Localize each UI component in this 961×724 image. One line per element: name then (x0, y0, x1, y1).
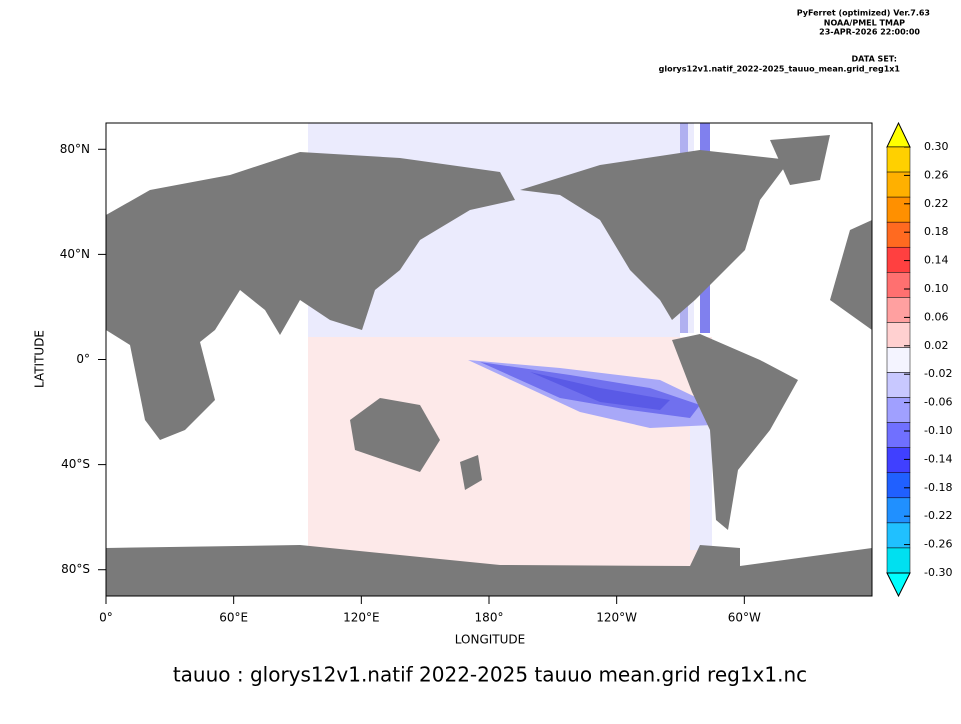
colorbar-label: 0.26 (924, 168, 949, 181)
colorbar-label: -0.14 (924, 452, 952, 465)
colorbar-label: 0.14 (924, 254, 949, 267)
y-tick-label: 80°S (61, 562, 90, 576)
colorbar-label: -0.30 (924, 566, 952, 579)
colorbar-bin (886, 146, 911, 173)
colorbar-label: 0.10 (924, 282, 949, 295)
colorbar-bin (886, 547, 911, 574)
colorbar-bin (886, 246, 911, 273)
colorbar-label: 0.30 (924, 140, 949, 153)
map-title: tauuo : glorys12v1.natif 2022-2025 tauuo… (173, 663, 807, 687)
colorbar-bin (886, 322, 911, 348)
colorbar-label: 0.02 (924, 339, 949, 352)
x-tick-label: 180° (475, 611, 504, 625)
colorbar-bin (886, 221, 911, 248)
colorbar-bin (886, 272, 911, 298)
colorbar-bin (886, 347, 911, 373)
y-tick-label: 80°N (60, 142, 90, 156)
colorbar-bin (886, 497, 911, 524)
y-tick-label: 0° (76, 352, 90, 366)
y-tick-label: 40°N (60, 247, 90, 261)
colorbar-cap (886, 121, 911, 148)
colorbar-bin (886, 397, 911, 423)
timestamp: 23-APR-2026 22:00:00 (819, 28, 920, 37)
colorbar-bin (886, 472, 911, 499)
dataset: glorys12v1.natif_2022-2025_tauuo_mean.gr… (659, 65, 901, 74)
land (106, 135, 872, 596)
colorbar-label: -0.06 (924, 396, 952, 409)
colorbar-label: 0.18 (924, 225, 949, 238)
colorbar-bin (886, 297, 911, 323)
x-tick-label: 60°W (728, 611, 761, 625)
colorbar-bin (886, 196, 911, 223)
org: NOAA/PMEL TMAP (824, 19, 905, 28)
colorbar-bin (886, 447, 911, 474)
colorbar-label: -0.22 (924, 509, 952, 522)
colorbar-bin (886, 372, 911, 398)
x-tick-label: 0° (99, 611, 113, 625)
dataset-label: DATA SET: (852, 55, 897, 64)
y-tick-label: 40°S (61, 457, 90, 471)
colorbar-label: -0.26 (924, 538, 952, 551)
colorbar-label: -0.18 (924, 481, 952, 494)
x-tick-label: 120°W (596, 611, 637, 625)
colorbar-label: 0.06 (924, 310, 949, 323)
colorbar-label: 0.22 (924, 197, 949, 210)
x-tick-label: 120°E (343, 611, 380, 625)
y-axis-label: LATITUDE (33, 330, 47, 388)
x-tick-label: 60°E (219, 611, 248, 625)
software: PyFerret (optimized) Ver.7.63 (797, 9, 930, 18)
colorbar-bin (886, 422, 911, 448)
colorbar-cap (886, 572, 911, 598)
colorbar-label: -0.02 (924, 367, 952, 380)
colorbar-label: -0.10 (924, 424, 952, 437)
x-axis-label: LONGITUDE (455, 633, 525, 647)
